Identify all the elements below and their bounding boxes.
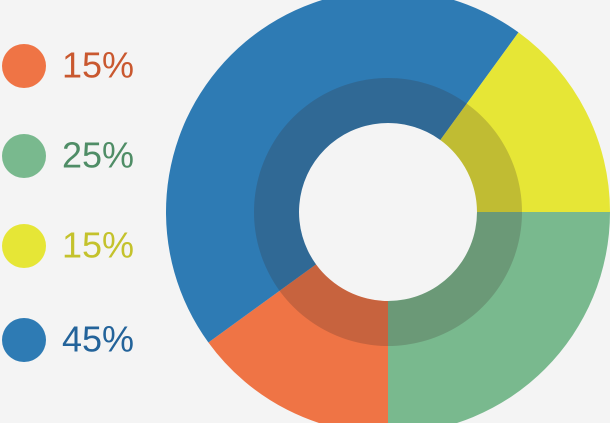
slice [208, 264, 388, 423]
legend-swatch [2, 224, 46, 268]
donut [166, 0, 610, 423]
legend-swatch [2, 318, 46, 362]
legend-label: 45% [62, 319, 134, 360]
slice [388, 212, 610, 423]
slice [166, 0, 519, 343]
legend-swatch [2, 44, 46, 88]
slice [440, 32, 610, 213]
legend: 15% 25% 15% 45% [2, 44, 134, 362]
legend-label: 15% [62, 225, 134, 266]
inner-ring-shade [253, 78, 522, 346]
legend-swatch [2, 134, 46, 178]
legend-label: 25% [62, 135, 134, 176]
legend-label: 15% [62, 45, 134, 86]
